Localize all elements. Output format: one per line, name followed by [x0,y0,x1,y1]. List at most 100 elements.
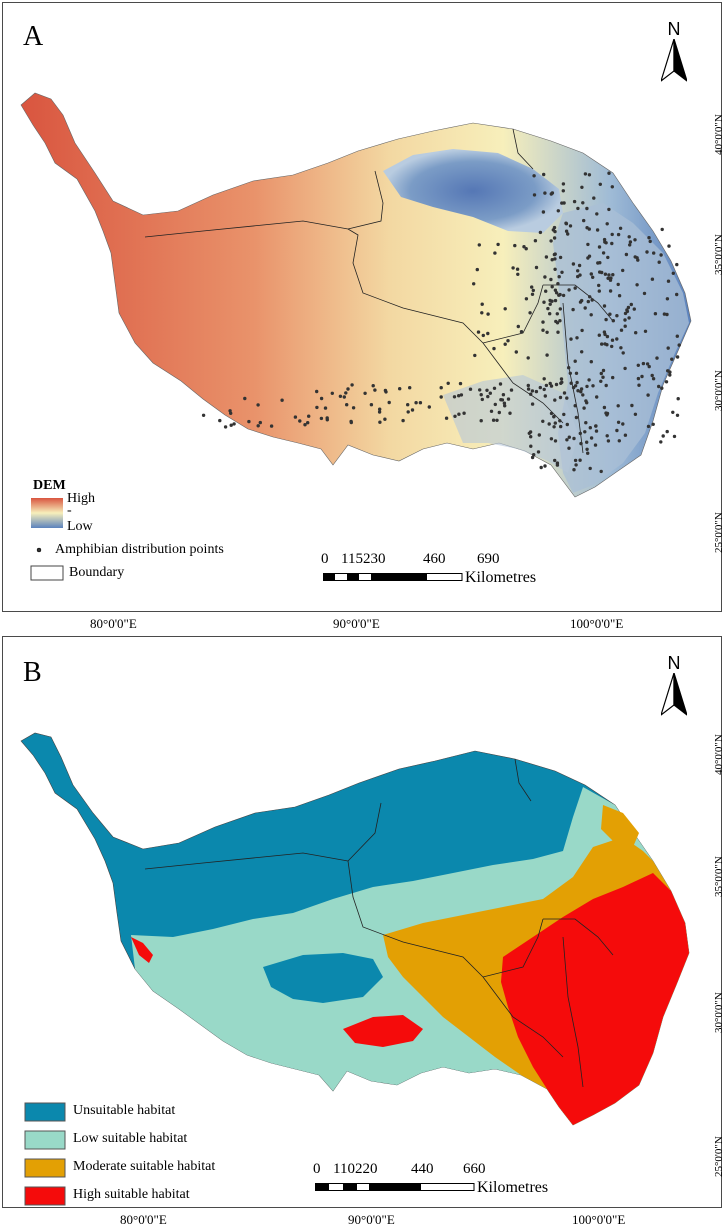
amphibian-point [543,394,547,398]
amphibian-point [588,466,592,471]
qaidam-basin [383,149,563,233]
amphibian-point [383,388,388,393]
amphibian-point [569,337,573,341]
amphibian-point [541,320,545,324]
high-suitable-legend-label: High suitable habitat [73,1187,190,1202]
amphibian-point [676,397,680,401]
amphibian-point [561,189,565,193]
amphibian-point [604,317,608,322]
scale-bar-graphic [323,573,463,581]
amphibian-point [459,393,464,397]
amphibian-point [554,291,559,295]
amphibian-point [610,338,615,342]
amphibian-point [627,235,631,239]
amphibian-point [549,437,554,441]
amphibian-point [667,244,671,248]
amphibian-point [579,390,583,394]
amphibian-point [406,410,410,414]
amphibian-point [509,388,514,392]
amphibian-point [534,389,539,394]
north-arrow-icon [661,39,687,82]
amphibian-point [547,422,551,426]
amphibian-point [626,305,631,310]
amphibian-point [541,328,545,332]
lat-label-25-b: 25°0'0"N [713,1136,724,1177]
amphibian-point [526,356,530,360]
amphibian-point [549,384,554,388]
amphibian-point [350,383,354,387]
lat-label-35: 35°0'0"N [713,234,724,275]
amphibian-point [593,443,598,447]
amphibian-point [363,391,367,395]
amphibian-point [477,243,481,247]
amphibian-point [552,425,556,429]
amphibian-point [538,385,542,390]
amphibian-point [610,241,614,246]
amphibian-point [575,336,579,340]
amphibian-point [602,304,607,308]
scale-tick-440: 440 [411,1161,434,1177]
amphibian-point [601,368,606,373]
amphibian-point [557,293,561,297]
amphibian-point [633,412,638,416]
amphibian-point [566,232,570,236]
amphibian-point [577,263,582,268]
amphibian-point [488,391,492,395]
amphibian-point [378,420,382,424]
amphibian-point [498,382,503,386]
amphibian-point [580,328,584,333]
amphibian-point [529,435,533,439]
dem-legend-low: Low [67,519,93,534]
amphibian-point [479,419,483,423]
lon-label-80-a: 80°0'0"E [90,616,137,631]
amphibian-point [493,402,497,407]
amphibian-point [659,440,663,444]
north-arrow: N [657,19,691,83]
amphibian-point [573,458,578,463]
lat-label-30-b: 30°0'0"N [713,992,724,1033]
amphibian-points-layer [201,171,681,474]
amphibian-point [446,381,450,385]
amphibian-point [243,396,247,401]
amphibian-point [444,416,449,420]
amphibian-point [550,191,555,195]
amphibian-point [558,255,563,260]
amphibian-point [642,291,647,296]
amphibian-point [603,342,607,346]
amphibian-point [543,464,547,468]
amphibian-point [615,428,619,433]
amphibian-point [554,382,559,387]
unsuitable-swatch [24,1102,66,1122]
boundary-legend-label: Boundary [69,565,125,580]
amphibian-point [636,258,640,262]
amphibian-point [671,410,675,414]
north-letter: N [667,19,681,39]
amphibian-point [615,314,619,318]
amphibian-point [645,250,649,254]
lon-label-80-b: 80°0'0"E [120,1212,167,1227]
dem-legend-mid: - [67,503,72,518]
amphibian-point [652,251,656,255]
amphibian-point [662,312,667,316]
north-arrow-b: N [657,653,691,717]
high-suitable-swatch [24,1186,66,1206]
amphibian-point [503,404,507,408]
amphibian-point [256,403,260,407]
amphibian-point [544,289,548,293]
amphibian-point [567,435,571,439]
amphibian-point [369,403,374,407]
amphibian-point [532,453,536,457]
amphibian-point [319,396,324,401]
amphibian-point [627,316,631,320]
amphibian-point [545,353,549,357]
amphibian-point [576,389,580,393]
amphibian-point [351,406,356,410]
amphibian-point [582,406,586,410]
amphibian-point [640,374,644,379]
amphibian-point [672,434,677,439]
amphibian-point [555,312,559,316]
amphibian-point [560,380,564,384]
amphibian-point [589,313,593,317]
amphibian-point [229,411,233,415]
amphibian-point [657,384,661,389]
